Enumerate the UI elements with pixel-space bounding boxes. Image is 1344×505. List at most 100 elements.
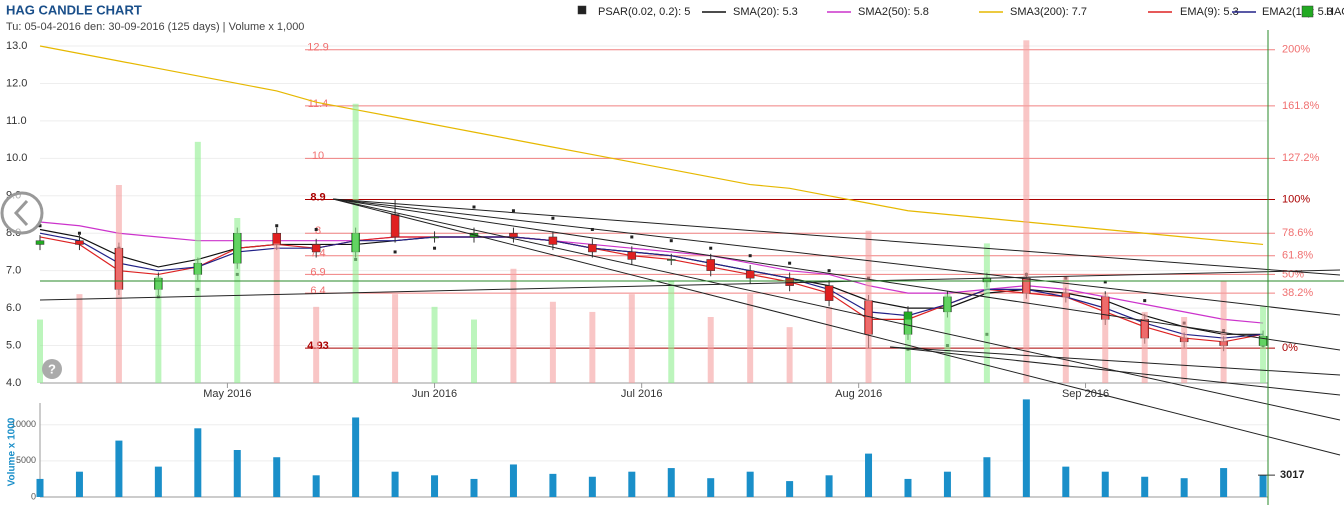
psar-dot	[433, 246, 437, 250]
volume-shadow	[1062, 276, 1069, 383]
volume-tick-label: 0	[31, 491, 36, 501]
volume-bar	[1101, 471, 1109, 497]
indicator-line	[39, 232, 1264, 339]
psar-dot	[38, 224, 42, 228]
volume-tick-label: 10000	[11, 419, 36, 429]
volume-shadow	[589, 311, 596, 383]
level-price: 12.9	[307, 42, 328, 54]
volume-shadow	[194, 141, 201, 383]
level-pct: 78.6%	[1282, 227, 1313, 239]
candle-body	[667, 259, 676, 261]
legend-label: HAG: 5.25	[1326, 6, 1344, 18]
y-tick-label: 13.0	[6, 40, 27, 52]
y-tick-label: 11.0	[6, 115, 27, 127]
volume-bar	[154, 466, 162, 497]
help-button[interactable]	[42, 359, 62, 379]
volume-bar	[115, 440, 123, 497]
volume-shadow	[234, 218, 241, 383]
level-price: 6.4	[310, 285, 325, 297]
level-pct: 161.8%	[1282, 100, 1320, 112]
volume-shadow	[470, 319, 477, 383]
volume-bar	[75, 471, 83, 497]
volume-bar	[352, 417, 360, 497]
x-tick-label: Sep 2016	[1062, 388, 1109, 400]
volume-shadow	[313, 306, 320, 383]
level-pct: 100%	[1282, 193, 1310, 205]
psar-dot	[827, 269, 831, 273]
candle-body	[706, 259, 715, 271]
volume-bar	[1022, 399, 1030, 497]
volume-shadow	[628, 294, 635, 383]
psar-dot	[314, 227, 318, 231]
help-icon: ?	[48, 361, 56, 376]
volume-shadow	[983, 243, 990, 383]
psar-dot	[1143, 299, 1147, 303]
candle-body	[430, 236, 439, 239]
volume-shadow	[1181, 317, 1188, 383]
psar-dot	[788, 261, 792, 265]
volume-bar	[707, 478, 715, 497]
volume-bar	[312, 475, 320, 497]
psar-dot	[709, 246, 713, 250]
trend-lines	[39, 198, 1341, 456]
volume-tick-label: 5000	[16, 455, 36, 465]
volume-bar	[233, 450, 241, 497]
y-tick-label: 4.0	[6, 377, 21, 389]
level-pct: 200%	[1282, 44, 1310, 56]
psar-dot	[393, 250, 397, 254]
volume-bar	[983, 457, 991, 497]
psar-dot	[77, 231, 81, 235]
volume-bar	[549, 473, 557, 497]
volume-bar	[746, 471, 754, 497]
legend-swatch	[577, 5, 587, 15]
back-icon	[13, 199, 29, 227]
volume-shadow	[273, 243, 280, 383]
volume-shadow	[510, 268, 517, 383]
volume-bar	[391, 471, 399, 497]
indicator-line	[39, 236, 1264, 343]
candle-body	[548, 236, 558, 245]
volume-bar	[1180, 478, 1188, 497]
candle-body	[75, 240, 84, 245]
volume-bar	[825, 475, 833, 497]
legend-label: EMA2(12): 5.3	[1262, 6, 1333, 18]
x-tick-label: Jul 2016	[621, 388, 663, 400]
candle-body	[745, 270, 755, 279]
volume-bar	[588, 476, 596, 497]
psar-dot	[472, 205, 476, 209]
candle-body	[311, 244, 321, 253]
volume-bar	[194, 428, 202, 497]
volume-bar	[1220, 468, 1228, 497]
volume-bar	[431, 475, 439, 497]
volume-shadow	[352, 103, 359, 384]
psar-dot	[1103, 280, 1107, 284]
candle-body	[390, 214, 400, 238]
volume-shadow	[431, 306, 438, 383]
y-tick-label: 12.0	[6, 77, 27, 89]
level-price: 6.9	[310, 266, 325, 278]
back-button[interactable]	[0, 191, 44, 235]
candle-body	[785, 277, 794, 286]
volume-bar	[273, 457, 281, 497]
volume-bar	[865, 453, 873, 497]
volume-bar	[628, 471, 636, 497]
volume-shadow	[747, 294, 754, 383]
indicator-line	[39, 45, 1264, 246]
volume-bar	[904, 478, 912, 497]
volume-bar	[786, 481, 794, 497]
last-volume-label: 3017	[1280, 469, 1304, 481]
y-tick-label: 7.0	[6, 265, 21, 277]
volume-bar	[470, 478, 478, 497]
volume-shadow	[865, 230, 872, 383]
indicator-line	[39, 221, 1264, 324]
volume-shadow	[1102, 294, 1109, 383]
volume-shadow	[1260, 306, 1267, 383]
candle-body	[824, 285, 834, 301]
volume-bar	[509, 464, 517, 497]
psar-dot	[669, 239, 673, 243]
psar-dot	[551, 216, 555, 220]
volume-bar	[1062, 466, 1070, 497]
y-tick-label: 6.0	[6, 302, 21, 314]
volume-axis-label: Volume x 1000	[7, 417, 18, 486]
x-tick-label: Aug 2016	[835, 388, 882, 400]
